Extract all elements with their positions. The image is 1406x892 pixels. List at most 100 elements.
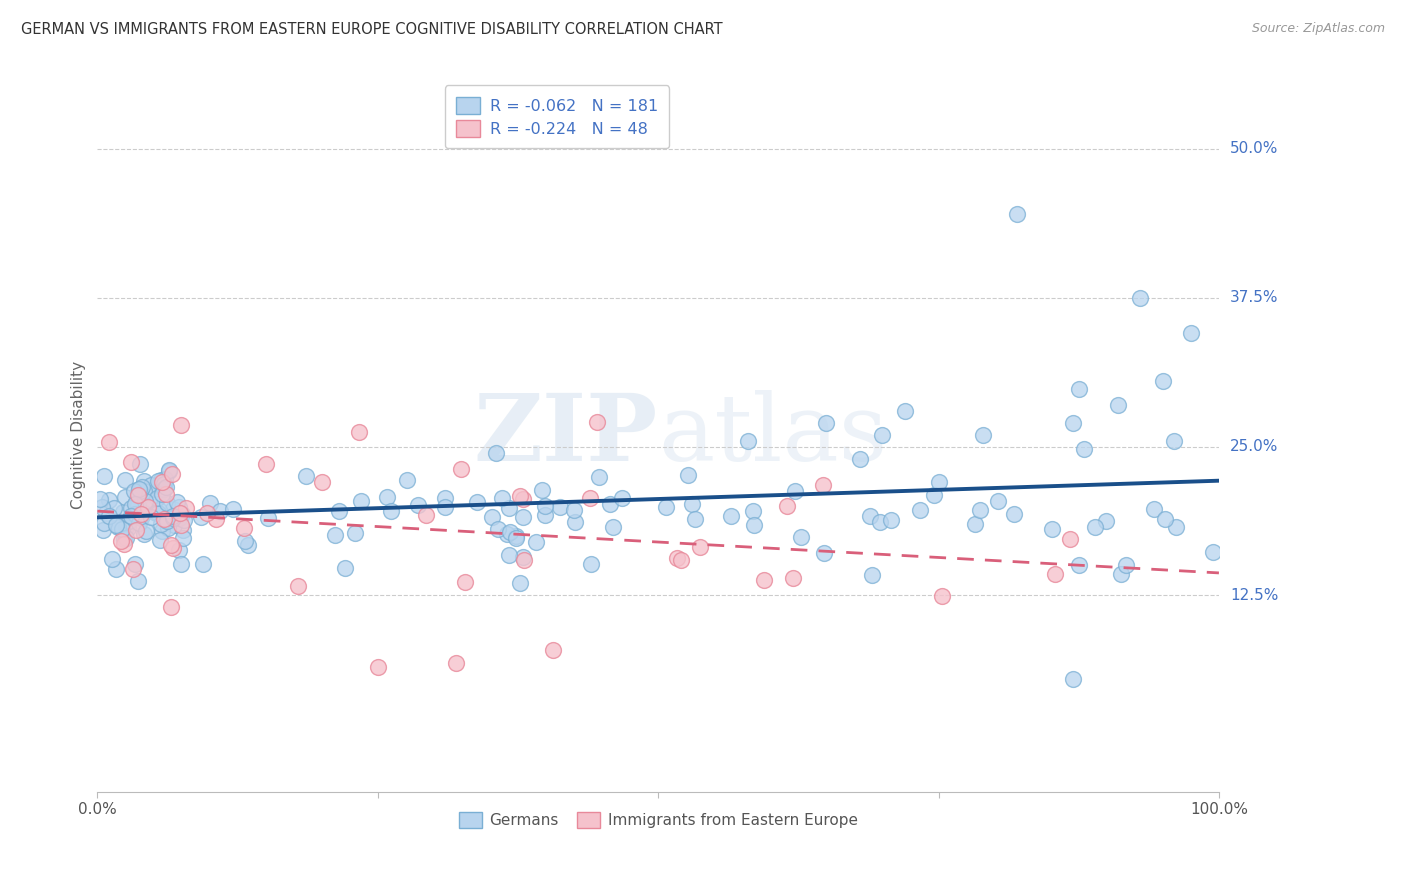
Point: [128, 516, 150, 531]
Point: [110, 533, 132, 548]
Point: [115, 520, 138, 534]
Point: [208, 503, 231, 517]
Point: [146, 506, 169, 520]
Point: [287, 579, 309, 593]
Point: [434, 500, 457, 514]
Point: [1040, 522, 1063, 536]
Point: [790, 530, 813, 544]
Point: [150, 475, 173, 489]
Text: atlas: atlas: [658, 390, 887, 480]
Point: [124, 558, 146, 572]
Point: [153, 482, 176, 496]
Point: [112, 533, 135, 547]
Point: [782, 571, 804, 585]
Point: [665, 551, 688, 566]
Point: [145, 506, 167, 520]
Point: [155, 486, 177, 500]
Point: [112, 537, 135, 551]
Point: [167, 500, 190, 515]
Point: [395, 473, 418, 487]
Point: [167, 511, 190, 525]
Point: [505, 529, 527, 543]
Point: [987, 494, 1010, 508]
Point: [406, 498, 429, 512]
Point: [969, 503, 991, 517]
Point: [238, 538, 260, 552]
Point: [328, 504, 350, 518]
Point: [153, 476, 176, 491]
Point: [344, 526, 367, 541]
Point: [1084, 520, 1107, 534]
Point: [783, 484, 806, 499]
Point: [149, 533, 172, 548]
Point: [162, 509, 184, 524]
Point: [198, 496, 221, 510]
Point: [972, 427, 994, 442]
Point: [720, 509, 742, 524]
Point: [98, 509, 121, 524]
Y-axis label: Cognitive Disability: Cognitive Disability: [72, 360, 86, 508]
Point: [375, 491, 398, 505]
Point: [146, 474, 169, 488]
Point: [681, 498, 703, 512]
Point: [924, 488, 946, 502]
Point: [191, 558, 214, 572]
Point: [146, 491, 169, 505]
Text: 25.0%: 25.0%: [1230, 439, 1278, 454]
Point: [162, 467, 184, 481]
Point: [579, 491, 602, 505]
Point: [169, 518, 191, 533]
Point: [107, 518, 129, 533]
Text: GERMAN VS IMMIGRANTS FROM EASTERN EUROPE COGNITIVE DISABILITY CORRELATION CHART: GERMAN VS IMMIGRANTS FROM EASTERN EUROPE…: [21, 22, 723, 37]
Point: [963, 517, 986, 532]
Point: [233, 533, 256, 548]
Point: [311, 475, 333, 490]
Point: [127, 488, 149, 502]
Point: [562, 503, 585, 517]
Point: [928, 475, 950, 490]
Point: [485, 446, 508, 460]
Point: [1043, 566, 1066, 581]
Point: [170, 417, 193, 432]
Point: [505, 531, 527, 545]
Point: [127, 574, 149, 589]
Point: [811, 477, 834, 491]
Point: [1067, 383, 1090, 397]
Point: [498, 501, 520, 516]
Point: [155, 480, 177, 494]
Point: [118, 514, 141, 528]
Point: [1107, 398, 1129, 412]
Point: [491, 491, 513, 505]
Point: [173, 513, 195, 527]
Point: [689, 540, 711, 554]
Point: [125, 523, 148, 537]
Point: [530, 483, 553, 498]
Point: [509, 576, 531, 591]
Point: [367, 660, 389, 674]
Point: [148, 479, 170, 493]
Point: [862, 567, 884, 582]
Point: [446, 657, 468, 671]
Point: [135, 483, 157, 497]
Point: [380, 504, 402, 518]
Point: [1067, 558, 1090, 572]
Point: [134, 527, 156, 541]
Point: [450, 462, 472, 476]
Point: [124, 507, 146, 521]
Point: [98, 493, 121, 508]
Point: [150, 487, 173, 501]
Point: [170, 558, 193, 572]
Point: [295, 469, 318, 483]
Point: [588, 470, 610, 484]
Point: [162, 541, 184, 556]
Point: [602, 520, 624, 534]
Point: [124, 484, 146, 499]
Point: [910, 503, 932, 517]
Point: [1062, 416, 1084, 430]
Point: [894, 404, 917, 418]
Point: [101, 552, 124, 566]
Point: [872, 427, 894, 442]
Point: [129, 507, 152, 521]
Point: [127, 484, 149, 499]
Point: [134, 506, 156, 520]
